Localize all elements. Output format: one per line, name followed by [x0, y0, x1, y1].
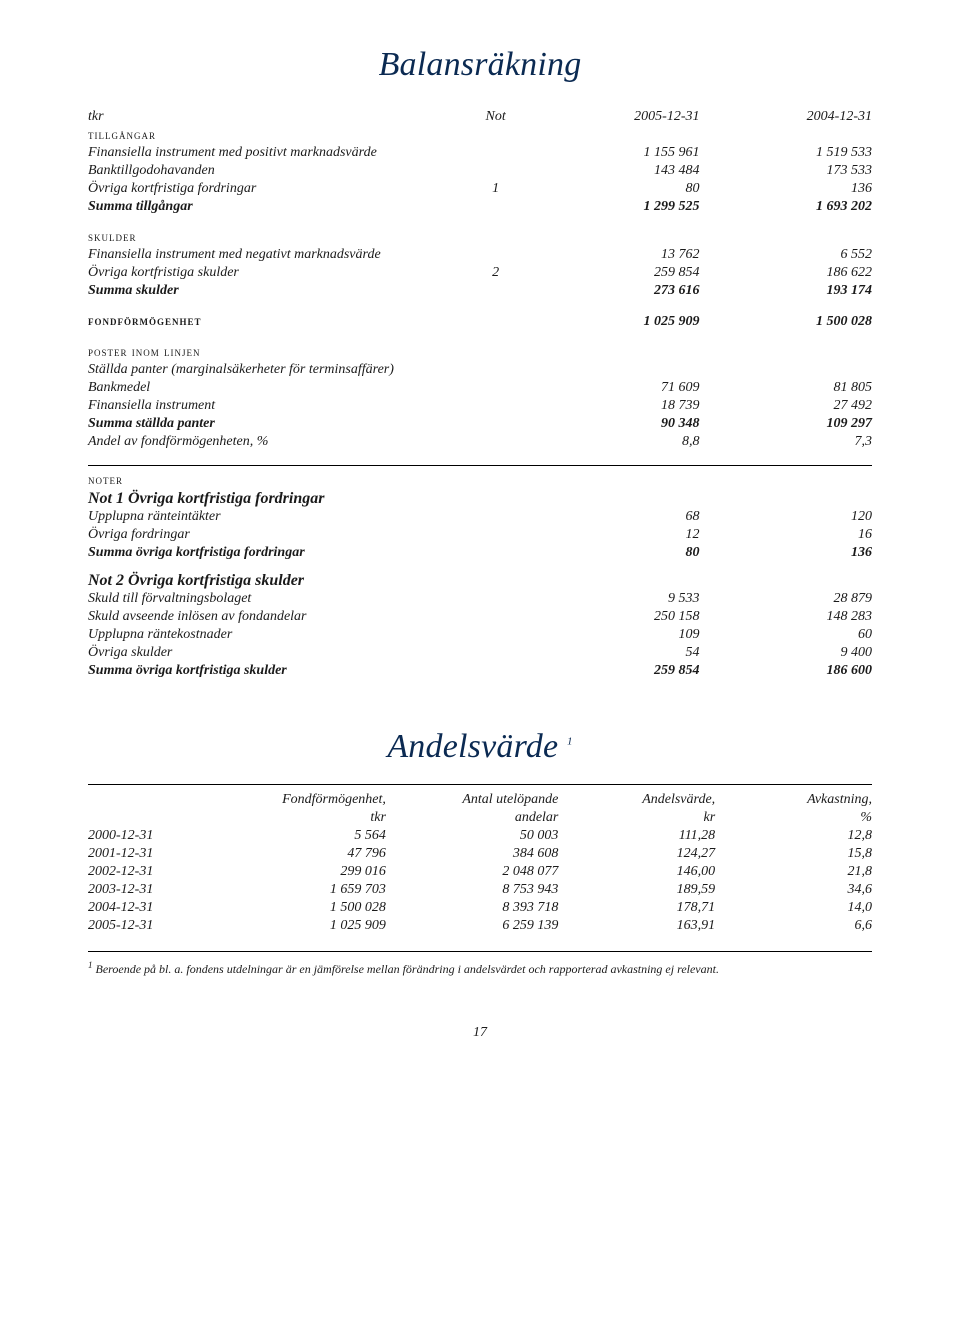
table-row: fondförmögenhet 1 025 909 1 500 028 [88, 312, 872, 331]
andel-fond: 1 659 703 [213, 881, 385, 899]
andel-fond: 47 796 [213, 845, 385, 863]
andel-table: Fondförmögenhet, Antal utelöpande Andels… [88, 791, 872, 935]
table-row: Övriga kortfristiga fordringar180136 [88, 180, 872, 198]
andel-title-sup: 1 [567, 736, 573, 748]
table-row: 2005-12-311 025 9096 259 139163,916,6 [88, 917, 872, 935]
table-row: 2003-12-311 659 7038 753 943189,5934,6 [88, 881, 872, 899]
andel-varde: 178,71 [558, 899, 715, 917]
andel-top-rule [88, 784, 872, 785]
andel-antal: 6 259 139 [386, 917, 558, 935]
andel-avkastning: 21,8 [715, 863, 872, 881]
table-row: Summa ställda panter90 348109 297 [88, 415, 872, 433]
hdr-not: Not [464, 108, 527, 126]
section-skulder: skulder [88, 228, 872, 246]
table-row: Övriga skulder549 400 [88, 644, 872, 662]
table-row: Övriga fordringar1216 [88, 526, 872, 544]
andel-title-text: Andelsvärde [387, 728, 558, 765]
andel-header-row-1: Fondförmögenhet, Antal utelöpande Andels… [88, 791, 872, 809]
andel-date: 2000-12-31 [88, 827, 213, 845]
table-row: Summa övriga kortfristiga fordringar8013… [88, 544, 872, 562]
andel-avkastning: 12,8 [715, 827, 872, 845]
andel-fond: 299 016 [213, 863, 385, 881]
notes-block: noter Not 1 Övriga kortfristiga fordring… [88, 465, 872, 680]
hdr-2005: 2005-12-31 [527, 108, 699, 126]
andel-header-row-2: tkr andelar kr % [88, 809, 872, 827]
table-row: Summa skulder273 616193 174 [88, 282, 872, 300]
andel-title: Andelsvärde 1 [88, 728, 872, 766]
andel-antal: 2 048 077 [386, 863, 558, 881]
andel-avkastning: 34,6 [715, 881, 872, 899]
page-number: 17 [88, 1025, 872, 1041]
andel-fond: 1 500 028 [213, 899, 385, 917]
footnote-text: Beroende på bl. a. fondens utdelningar ä… [93, 962, 719, 976]
andel-varde: 111,28 [558, 827, 715, 845]
andel-avkastning: 6,6 [715, 917, 872, 935]
andel-antal: 8 393 718 [386, 899, 558, 917]
hdr-2004: 2004-12-31 [700, 108, 873, 126]
table-row: 2002-12-31299 0162 048 077146,0021,8 [88, 863, 872, 881]
andel-varde: 124,27 [558, 845, 715, 863]
table-row: Upplupna räntekostnader10960 [88, 626, 872, 644]
table-row: Banktillgodohavanden143 484173 533 [88, 162, 872, 180]
table-row: Finansiella instrument med negativt mark… [88, 246, 872, 264]
table-row: Finansiella instrument med positivt mark… [88, 144, 872, 162]
andel-date: 2001-12-31 [88, 845, 213, 863]
section-noter: noter [88, 472, 872, 488]
table-row: Skuld till förvaltningsbolaget9 53328 87… [88, 590, 872, 608]
hdr-tkr: tkr [88, 108, 464, 126]
andel-fond: 1 025 909 [213, 917, 385, 935]
table-row: Summa övriga kortfristiga skulder259 854… [88, 662, 872, 680]
andel-varde: 163,91 [558, 917, 715, 935]
andel-antal: 384 608 [386, 845, 558, 863]
andel-varde: 146,00 [558, 863, 715, 881]
note-2-heading: Not 2 Övriga kortfristiga skulder [88, 572, 872, 590]
page-container: Balansräkning tkr Not 2005-12-31 2004-12… [0, 0, 960, 1081]
table-row: 2001-12-3147 796384 608124,2715,8 [88, 845, 872, 863]
footnote: 1 Beroende på bl. a. fondens utdelningar… [88, 951, 872, 977]
note-1-table: Upplupna ränteintäkter68120 Övriga fordr… [88, 508, 872, 562]
section-tillgangar: tillgångar [88, 126, 872, 144]
table-row: Upplupna ränteintäkter68120 [88, 508, 872, 526]
table-row: Skuld avseende inlösen av fondandelar250… [88, 608, 872, 626]
andel-date: 2005-12-31 [88, 917, 213, 935]
table-row: 2004-12-311 500 0288 393 718178,7114,0 [88, 899, 872, 917]
andel-date: 2002-12-31 [88, 863, 213, 881]
andel-avkastning: 15,8 [715, 845, 872, 863]
table-row: Övriga kortfristiga skulder2259 854186 6… [88, 264, 872, 282]
table-row: Bankmedel71 60981 805 [88, 379, 872, 397]
table-row: Ställda panter (marginalsäkerheter för t… [88, 361, 872, 379]
andel-avkastning: 14,0 [715, 899, 872, 917]
section-poster-inom-linjen: poster inom linjen [88, 343, 872, 361]
table-row: Andel av fondförmögenheten, %8,87,3 [88, 433, 872, 451]
table-header-row: tkr Not 2005-12-31 2004-12-31 [88, 108, 872, 126]
andel-fond: 5 564 [213, 827, 385, 845]
andel-date: 2004-12-31 [88, 899, 213, 917]
table-row: 2000-12-315 56450 003111,2812,8 [88, 827, 872, 845]
andel-date: 2003-12-31 [88, 881, 213, 899]
note-2-table: Skuld till förvaltningsbolaget9 53328 87… [88, 590, 872, 680]
balance-table: tkr Not 2005-12-31 2004-12-31 tillgångar… [88, 108, 872, 451]
andel-antal: 8 753 943 [386, 881, 558, 899]
table-row: Finansiella instrument18 73927 492 [88, 397, 872, 415]
andel-varde: 189,59 [558, 881, 715, 899]
note-1-heading: Not 1 Övriga kortfristiga fordringar [88, 490, 872, 508]
table-row: Summa tillgångar1 299 5251 693 202 [88, 198, 872, 216]
page-title: Balansräkning [88, 46, 872, 84]
section-fondformogenhet: fondförmögenhet [88, 312, 464, 331]
andel-antal: 50 003 [386, 827, 558, 845]
